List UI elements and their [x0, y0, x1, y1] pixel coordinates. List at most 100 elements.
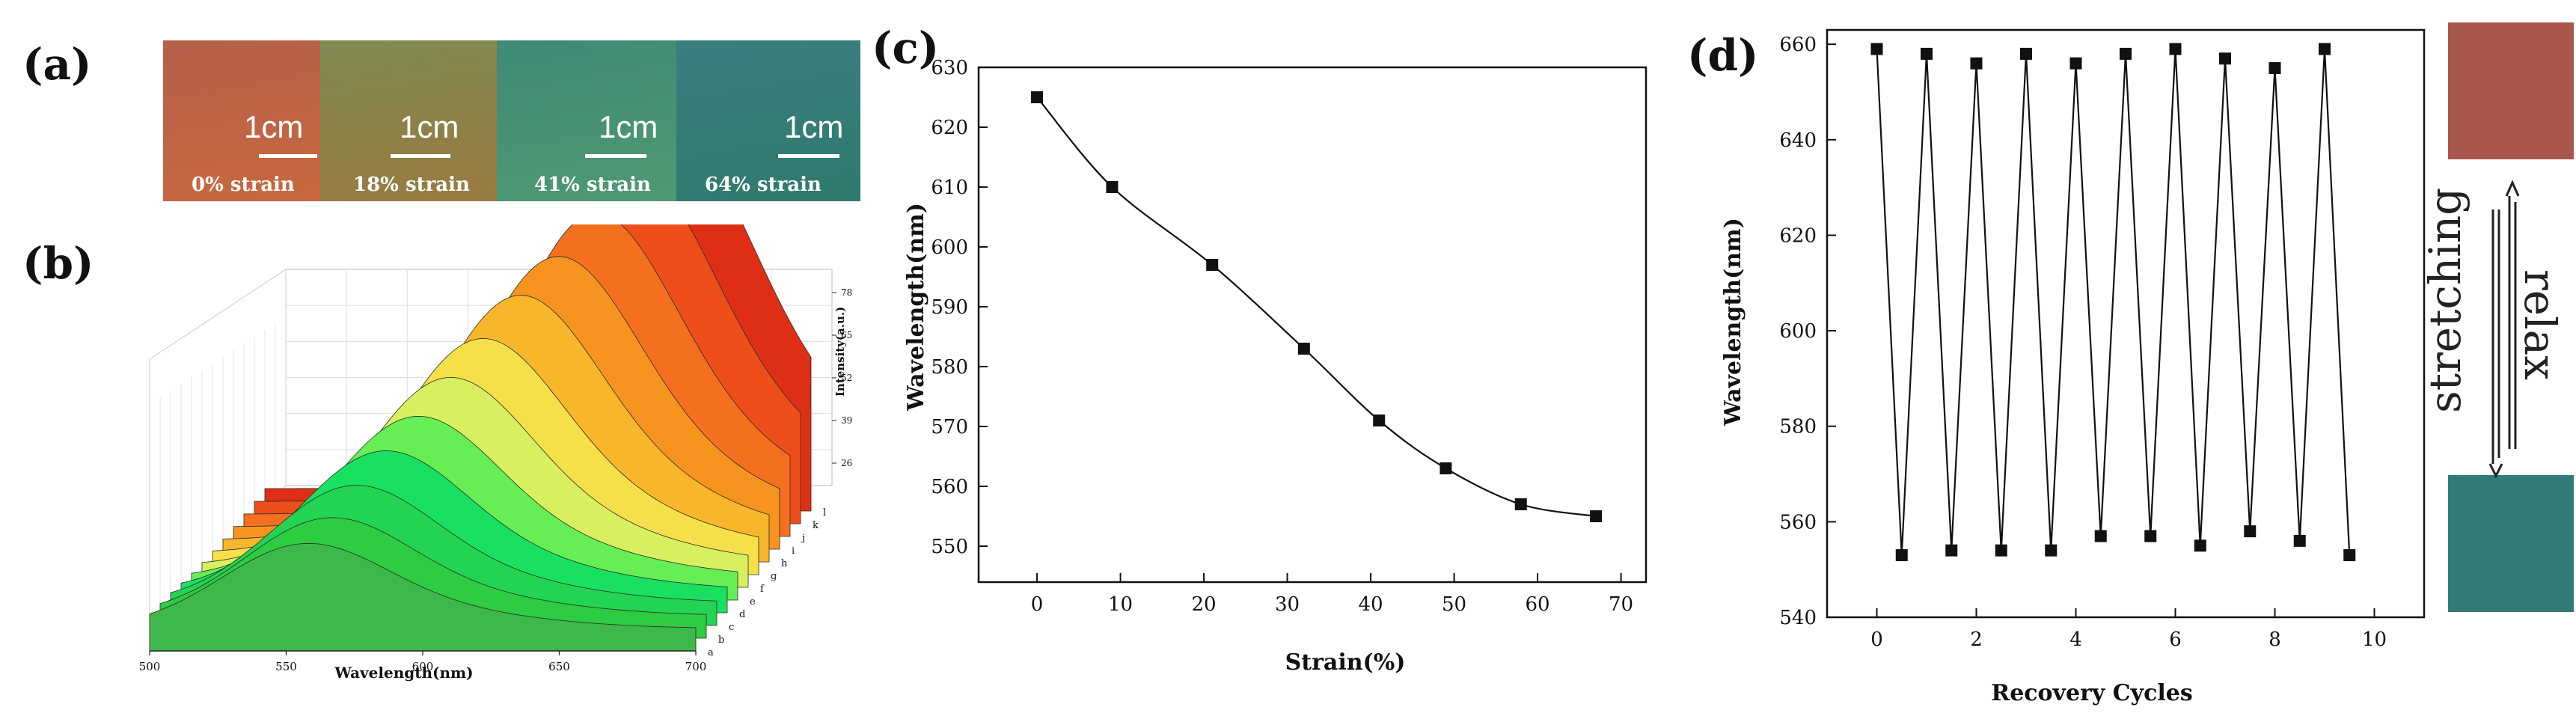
panel-label-c: (c) — [872, 22, 940, 73]
z-tick-label: 650 — [841, 330, 853, 340]
x-tick-label: 70 — [1609, 593, 1633, 616]
scale-label: 1cm — [599, 109, 658, 144]
strain-label: 41% strain — [534, 174, 651, 196]
series-line — [1036, 97, 1597, 518]
photo-18-strain: 1cm 18% strain — [320, 40, 497, 201]
data-point — [1440, 462, 1452, 474]
y-tick-label: 560 — [931, 476, 968, 498]
data-point — [2120, 47, 2132, 60]
strain-label: 64% strain — [705, 174, 822, 196]
x-tick-label: 60 — [1526, 593, 1550, 616]
photo-0-strain: 1cm 0% strain — [163, 40, 320, 201]
data-point — [2194, 539, 2206, 552]
z-tick-label: 260 — [841, 458, 853, 468]
y-tick-label: 560 — [1779, 511, 1817, 533]
y-tick-label: 640 — [1779, 129, 1817, 152]
plot-area: 0 10 20 30 40 50 60 70 550 560 570 580 590 600 610 620 6… — [931, 57, 1648, 616]
data-point — [1031, 91, 1044, 103]
x-tick-label: 30 — [1275, 593, 1300, 616]
panel-label-d: (d) — [1687, 30, 1759, 81]
data-point — [1945, 544, 1958, 557]
scale-bar — [391, 154, 450, 158]
x-axis-label: Wavelength(nm) — [334, 664, 473, 682]
double-arrow-icon — [2488, 180, 2520, 479]
y-tick-label: 660 — [1779, 34, 1817, 56]
data-point — [2244, 525, 2257, 538]
data-point — [1297, 343, 1310, 355]
data-point — [1921, 47, 1933, 60]
plot-area: 0 2 4 6 8 10 540 560 580 600 620 640 660 — [1779, 28, 2426, 651]
data-point — [2268, 62, 2281, 75]
data-point — [2045, 544, 2058, 557]
data-point — [2343, 549, 2356, 562]
y-axis-label: Wavelength(nm) — [1720, 218, 1746, 426]
scale-bar — [259, 154, 317, 158]
series-axis-label: b — [718, 634, 724, 646]
x-axis-label: Strain(%) — [1285, 649, 1406, 676]
x-tick-label: 550 — [275, 660, 297, 673]
data-point — [1895, 549, 1908, 562]
panel-label-a: (a) — [22, 39, 92, 90]
y-tick-label: 570 — [931, 416, 968, 438]
x-tick-label: 2 — [1970, 628, 1983, 651]
x-axis-label: Recovery Cycles — [1991, 680, 2192, 706]
data-point — [2293, 534, 2306, 547]
y-tick-label: 600 — [931, 236, 968, 259]
color-swatch-stretched-red — [2448, 22, 2574, 159]
data-point — [1206, 259, 1219, 271]
data-point — [1970, 57, 1983, 70]
recovery-cycles-chart: 0 2 4 6 8 10 540 560 580 600 620 640 660 Recovery Cy… — [1720, 28, 2426, 706]
series-axis-label: c — [729, 622, 734, 633]
series-axis-label: g — [771, 571, 777, 582]
y-tick-label: 620 — [1779, 224, 1817, 247]
scale-label: 1cm — [400, 109, 459, 144]
series-axis-label: f — [760, 584, 765, 595]
z-axis-label: Intensity(a.u.) — [833, 307, 847, 397]
stretching-label: stretching — [2420, 187, 2471, 413]
y-tick-label: 580 — [1779, 416, 1817, 438]
photo-strip: 1cm 0% strain 1cm 18% strain 1cm 41% str… — [163, 40, 860, 201]
series-axis-label: h — [781, 558, 788, 569]
series-axis-label: d — [739, 609, 745, 620]
x-tick-label: 650 — [548, 660, 570, 673]
data-point — [1590, 510, 1603, 522]
data-point — [1870, 43, 1883, 55]
scale-label: 1cm — [244, 109, 304, 144]
x-tick-label: 700 — [685, 660, 707, 673]
x-tick-label: 4 — [2069, 628, 2082, 651]
series-axis-label: l — [823, 507, 826, 518]
x-tick-label: 600 — [412, 660, 434, 673]
y-axis-label: Wavelength(nm) — [903, 203, 929, 412]
z-tick-label: 390 — [841, 415, 853, 426]
strain-wavelength-chart: 0 10 20 30 40 50 60 70 550 560 570 580 590 600 610 620 6… — [903, 57, 1648, 676]
spectrum-a — [149, 542, 697, 652]
data-point — [2319, 43, 2331, 55]
data-point — [2169, 43, 2182, 55]
series-axis-label: i — [792, 545, 795, 557]
scale-bar — [585, 154, 646, 158]
data-point — [2020, 47, 2032, 60]
x-tick-label: 500 — [139, 660, 161, 673]
x-tick-label: 6 — [2169, 628, 2182, 651]
data-point — [1995, 544, 2007, 557]
y-tick-label: 550 — [931, 536, 968, 558]
series-axis-label: a — [708, 647, 714, 658]
photo-64-strain: 1cm 64% strain — [676, 40, 860, 201]
x-tick-label: 10 — [2362, 628, 2387, 651]
series-line — [1876, 49, 2351, 556]
series-axis-label: e — [750, 596, 756, 608]
waterfall-spectra — [149, 224, 812, 652]
x-tick-label: 50 — [1442, 593, 1466, 616]
strain-label: 0% strain — [192, 174, 295, 196]
x-tick-label: 10 — [1108, 593, 1133, 616]
x-tick-label: 20 — [1192, 593, 1217, 616]
y-tick-label: 540 — [1779, 607, 1817, 629]
data-point — [1514, 498, 1527, 510]
z-tick-label: 780 — [841, 287, 853, 298]
data-point — [2094, 530, 2107, 542]
relax-label: relax — [2515, 269, 2566, 380]
color-swatch-relaxed-green — [2448, 475, 2574, 612]
z-tick-label: 520 — [841, 373, 853, 383]
